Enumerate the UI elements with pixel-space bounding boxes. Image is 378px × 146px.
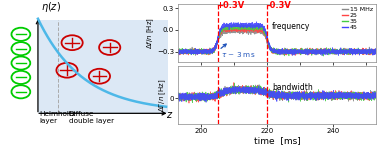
Text: +0.3V: +0.3V <box>216 1 245 10</box>
Text: Helmholtz
layer: Helmholtz layer <box>40 111 76 124</box>
Text: $z$: $z$ <box>166 110 173 120</box>
Y-axis label: $\Delta f/n$ [Hz]: $\Delta f/n$ [Hz] <box>145 18 156 49</box>
Legend: 15 MHz, 25, 35, 45: 15 MHz, 25, 35, 45 <box>342 6 373 30</box>
Text: bandwidth: bandwidth <box>272 83 313 92</box>
Text: $\eta(z)$: $\eta(z)$ <box>41 0 61 14</box>
Bar <box>38 20 168 113</box>
Text: -0.3V: -0.3V <box>266 1 291 10</box>
Text: frequency: frequency <box>272 22 311 31</box>
X-axis label: time  [ms]: time [ms] <box>254 136 301 145</box>
Y-axis label: $\Delta\Gamma/n$ [Hz]: $\Delta\Gamma/n$ [Hz] <box>158 78 168 112</box>
Text: Diffuse
double layer: Diffuse double layer <box>69 111 114 124</box>
Text: $\tau$ ~ 3 ms: $\tau$ ~ 3 ms <box>220 50 255 59</box>
